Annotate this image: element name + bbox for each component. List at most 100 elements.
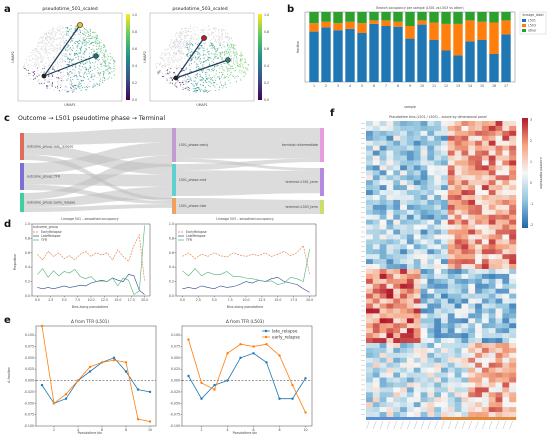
heatmap-cell bbox=[400, 343, 408, 349]
bar-segment-L503 bbox=[333, 23, 343, 31]
umap-point bbox=[34, 64, 36, 66]
heatmap-cell bbox=[502, 140, 510, 146]
heatmap-cell bbox=[420, 185, 428, 191]
umap-point bbox=[175, 82, 177, 84]
umap-point bbox=[235, 55, 237, 57]
heatmap-cell bbox=[502, 130, 510, 136]
umap-point bbox=[60, 37, 62, 39]
y-tick-label: 0.8 bbox=[25, 236, 30, 240]
heatmap-cell bbox=[372, 254, 380, 260]
heatmap-cell bbox=[461, 204, 469, 210]
heatmap-cell bbox=[441, 244, 449, 250]
heatmap-cell bbox=[441, 239, 449, 245]
heatmap-cell bbox=[447, 333, 455, 339]
umap-point bbox=[170, 48, 172, 50]
umap-point bbox=[190, 78, 192, 80]
umap-point bbox=[215, 62, 218, 64]
umap-point bbox=[50, 37, 52, 39]
heatmap-cell bbox=[372, 244, 380, 250]
umap-point bbox=[71, 33, 73, 35]
umap-point bbox=[73, 88, 75, 90]
heatmap-cell bbox=[481, 135, 489, 141]
heatmap-cell bbox=[509, 288, 517, 294]
heatmap-cell bbox=[475, 214, 483, 220]
umap-point bbox=[68, 49, 70, 51]
umap-point bbox=[95, 67, 97, 69]
bar-segment-other bbox=[321, 12, 331, 22]
umap-left-term-node bbox=[77, 22, 83, 28]
heatmap-cell bbox=[475, 145, 483, 151]
umap-point bbox=[77, 84, 79, 86]
umap-point bbox=[54, 35, 56, 37]
heatmap-cell bbox=[481, 323, 489, 329]
heatmap-cell bbox=[488, 323, 496, 329]
umap-point bbox=[179, 59, 181, 61]
umap-point bbox=[73, 85, 75, 87]
heatmap-cell bbox=[488, 254, 496, 260]
umap-point bbox=[172, 54, 174, 56]
umap-point bbox=[34, 78, 36, 80]
heatmap-cell bbox=[366, 145, 374, 151]
umap-point bbox=[86, 75, 88, 77]
umap-point bbox=[199, 79, 202, 81]
heatmap-cell bbox=[393, 239, 401, 245]
umap-point bbox=[230, 60, 232, 63]
umap-point bbox=[74, 34, 76, 36]
umap-point bbox=[156, 62, 158, 65]
heatmap-cell bbox=[406, 343, 414, 349]
sankey-node-right bbox=[320, 128, 324, 162]
umap-point bbox=[107, 54, 109, 56]
umap-point bbox=[77, 56, 79, 58]
umap-point bbox=[188, 48, 190, 50]
umap-point bbox=[100, 65, 102, 67]
series-point bbox=[187, 338, 190, 341]
heatmap-cell bbox=[393, 244, 401, 250]
umap-point bbox=[99, 78, 102, 80]
umap-point bbox=[94, 37, 96, 39]
umap-point bbox=[172, 61, 174, 63]
heatmap-cell bbox=[495, 219, 503, 225]
heatmap-cell bbox=[488, 259, 496, 265]
umap-point bbox=[53, 89, 55, 91]
umap-point bbox=[86, 30, 89, 32]
umap-point bbox=[89, 33, 91, 35]
umap-point bbox=[54, 49, 56, 51]
bar-segment-L503 bbox=[429, 22, 439, 40]
heatmap-cell bbox=[372, 170, 380, 176]
umap-point bbox=[53, 55, 55, 57]
heatmap-cell bbox=[413, 402, 421, 408]
umap-point bbox=[24, 66, 26, 68]
heatmap-cell bbox=[468, 170, 476, 176]
heatmap-cell bbox=[502, 249, 510, 255]
bar-segment-other bbox=[453, 12, 463, 24]
umap-point bbox=[159, 71, 161, 73]
umap-point bbox=[72, 66, 74, 68]
umap-point bbox=[183, 79, 185, 81]
heatmap-cell bbox=[379, 180, 387, 186]
heatmap-cell bbox=[488, 278, 496, 284]
heatmap-cell bbox=[366, 392, 374, 398]
umap-point bbox=[104, 51, 106, 53]
heatmap-cell bbox=[447, 377, 455, 383]
heatmap-cell bbox=[372, 145, 380, 151]
heatmap-cell bbox=[400, 377, 408, 383]
sankey-node-right bbox=[320, 200, 324, 214]
series-point bbox=[278, 397, 281, 400]
heatmap-cell bbox=[488, 298, 496, 304]
umap-point bbox=[97, 38, 99, 40]
umap-point bbox=[218, 72, 220, 74]
umap-point bbox=[79, 33, 81, 35]
umap-point bbox=[223, 46, 225, 48]
umap-point bbox=[207, 29, 209, 31]
umap-point bbox=[92, 62, 94, 64]
umap-point bbox=[200, 39, 202, 41]
heatmap-cell bbox=[488, 264, 496, 270]
umap-point bbox=[209, 42, 211, 44]
umap-point bbox=[162, 64, 164, 67]
umap-point bbox=[208, 25, 210, 27]
heatmap-cell bbox=[372, 264, 380, 270]
umap-point bbox=[94, 85, 96, 87]
umap-point bbox=[65, 55, 67, 57]
heatmap-cell bbox=[509, 234, 517, 240]
bar-segment-L503 bbox=[357, 23, 367, 33]
